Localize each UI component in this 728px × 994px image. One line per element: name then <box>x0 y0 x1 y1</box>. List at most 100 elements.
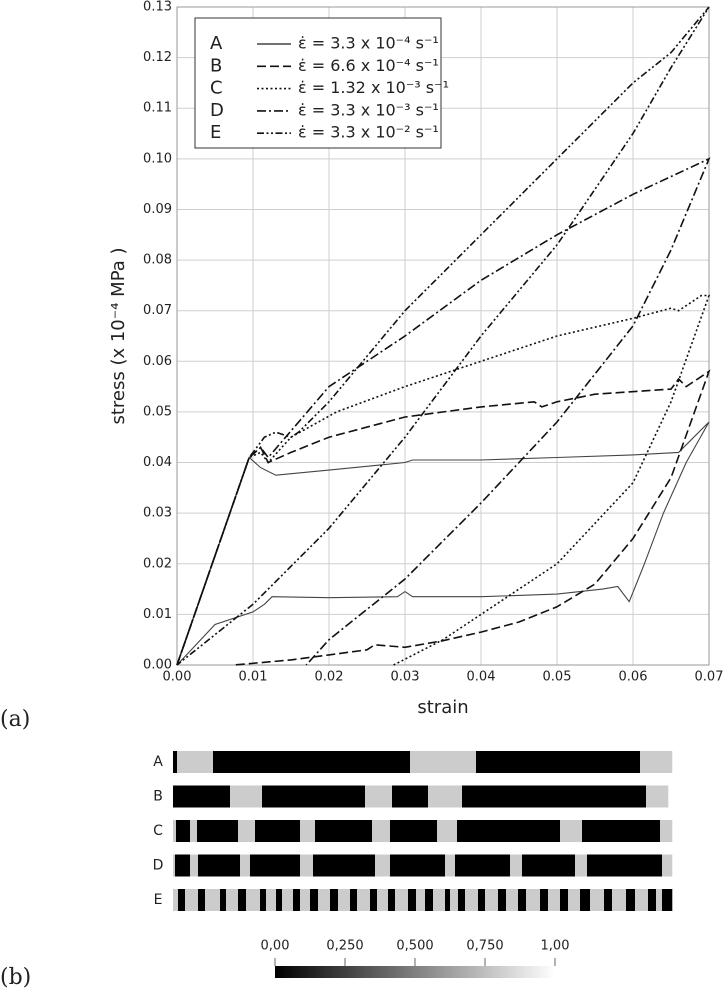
y-tick-label: 0.11 <box>143 101 172 116</box>
strip-segment <box>173 785 231 808</box>
series-line <box>176 294 711 666</box>
strip-segment <box>177 751 214 773</box>
strip-segment <box>178 889 186 911</box>
colorbar-tick-label: 0,00 <box>261 939 290 954</box>
strip-segment <box>587 854 663 877</box>
x-axis-label: strain <box>417 697 468 718</box>
strip-segment <box>575 854 588 877</box>
strip-segment <box>388 889 396 911</box>
legend-name: D <box>210 100 224 121</box>
x-tick-label: 0.04 <box>467 670 496 685</box>
y-tick-label: 0.01 <box>143 607 172 622</box>
strip-segment <box>478 889 486 911</box>
legend-name: B <box>210 55 222 76</box>
strip-segment <box>646 785 669 808</box>
strip-segment <box>198 889 206 911</box>
strip-segment <box>350 889 358 911</box>
legend-box <box>194 17 442 149</box>
x-tick-label: 0.03 <box>391 670 420 685</box>
strip-segment <box>410 751 477 773</box>
colorbar-tick-label: 0,250 <box>326 939 363 954</box>
legend-name: A <box>210 33 223 54</box>
x-tick-label: 0.06 <box>619 670 648 685</box>
legend-name: C <box>210 78 223 99</box>
strip-segment <box>282 889 294 911</box>
strip-segment <box>310 889 319 911</box>
x-tick-label: 0.05 <box>543 670 572 685</box>
strip-segment <box>392 785 429 808</box>
plot-frame <box>176 6 710 666</box>
strip-segment <box>238 820 256 842</box>
y-tick-label: 0.03 <box>143 506 172 521</box>
x-tick-label: 0.07 <box>695 670 724 685</box>
strip-segment <box>522 854 576 877</box>
strip-segment <box>173 854 176 877</box>
strip-segment <box>190 820 198 842</box>
strip-segment <box>293 889 301 911</box>
strip-segment <box>313 854 376 877</box>
strip-segment <box>408 889 417 911</box>
strip-segment <box>462 785 647 808</box>
x-tick-label: 0.00 <box>163 670 192 685</box>
strip-segment <box>560 889 569 911</box>
x-tick-label: 0.01 <box>239 670 268 685</box>
legend-label: ε̇ = 1.32 x 10⁻³ s⁻¹ <box>298 78 449 97</box>
strip-segment <box>590 889 605 911</box>
strip-segment <box>300 889 311 911</box>
strip-segment <box>428 785 463 808</box>
strip-segment <box>506 889 519 911</box>
strip-segment <box>390 854 446 877</box>
strip-segment <box>357 889 371 911</box>
colorbar-tick-label: 1,00 <box>541 939 570 954</box>
strip-segment <box>416 889 426 911</box>
strip-segment <box>526 889 541 911</box>
strip-segment <box>433 889 446 911</box>
strip-segment <box>173 751 178 773</box>
strip-segment <box>205 889 221 911</box>
colorbar <box>275 966 555 978</box>
strip-segment <box>230 785 263 808</box>
strip-segment <box>226 889 239 911</box>
y-tick-label: 0.08 <box>143 253 172 268</box>
legend-label: ε̇ = 3.3 x 10⁻² s⁻¹ <box>298 123 439 142</box>
strip-segment <box>518 889 527 911</box>
strip-segment <box>457 820 561 842</box>
strip-segment <box>175 854 191 877</box>
x-tick-label: 0.02 <box>315 670 344 685</box>
strip-segment <box>315 820 373 842</box>
strip-segment <box>560 820 583 842</box>
y-tick-label: 0.13 <box>143 0 172 15</box>
strip-segment <box>190 854 199 877</box>
strip-segment <box>656 889 663 911</box>
strip-segment <box>330 889 339 911</box>
legend-label: ε̇ = 6.6 x 10⁻⁴ s⁻¹ <box>298 56 439 75</box>
strip-label: E <box>154 892 163 908</box>
legend-label: ε̇ = 3.3 x 10⁻⁴ s⁻¹ <box>298 34 439 53</box>
y-tick-label: 0.05 <box>143 404 172 419</box>
strip-segment <box>580 889 591 911</box>
strip-segment <box>445 854 456 877</box>
strip-segment <box>568 889 581 911</box>
y-tick-label: 0.12 <box>143 50 172 65</box>
strip-segment <box>548 889 561 911</box>
strip-segment <box>260 889 267 911</box>
strip-segment <box>276 889 283 911</box>
strip-segment <box>365 785 393 808</box>
strip-segment <box>390 820 438 842</box>
strip-segment <box>510 854 523 877</box>
strip-segment <box>176 820 191 842</box>
strip-segment <box>485 889 499 911</box>
legend-name: E <box>210 122 221 143</box>
strip-segment <box>300 820 316 842</box>
strip-segment <box>370 889 378 911</box>
strip-segment <box>458 889 466 911</box>
strip-segment <box>662 854 673 877</box>
series-line <box>176 369 711 666</box>
strip-segment <box>173 889 179 911</box>
strip-segment <box>262 785 366 808</box>
y-tick-label: 0.10 <box>143 151 172 166</box>
strip-segment <box>246 889 261 911</box>
strip-segment <box>660 820 673 842</box>
